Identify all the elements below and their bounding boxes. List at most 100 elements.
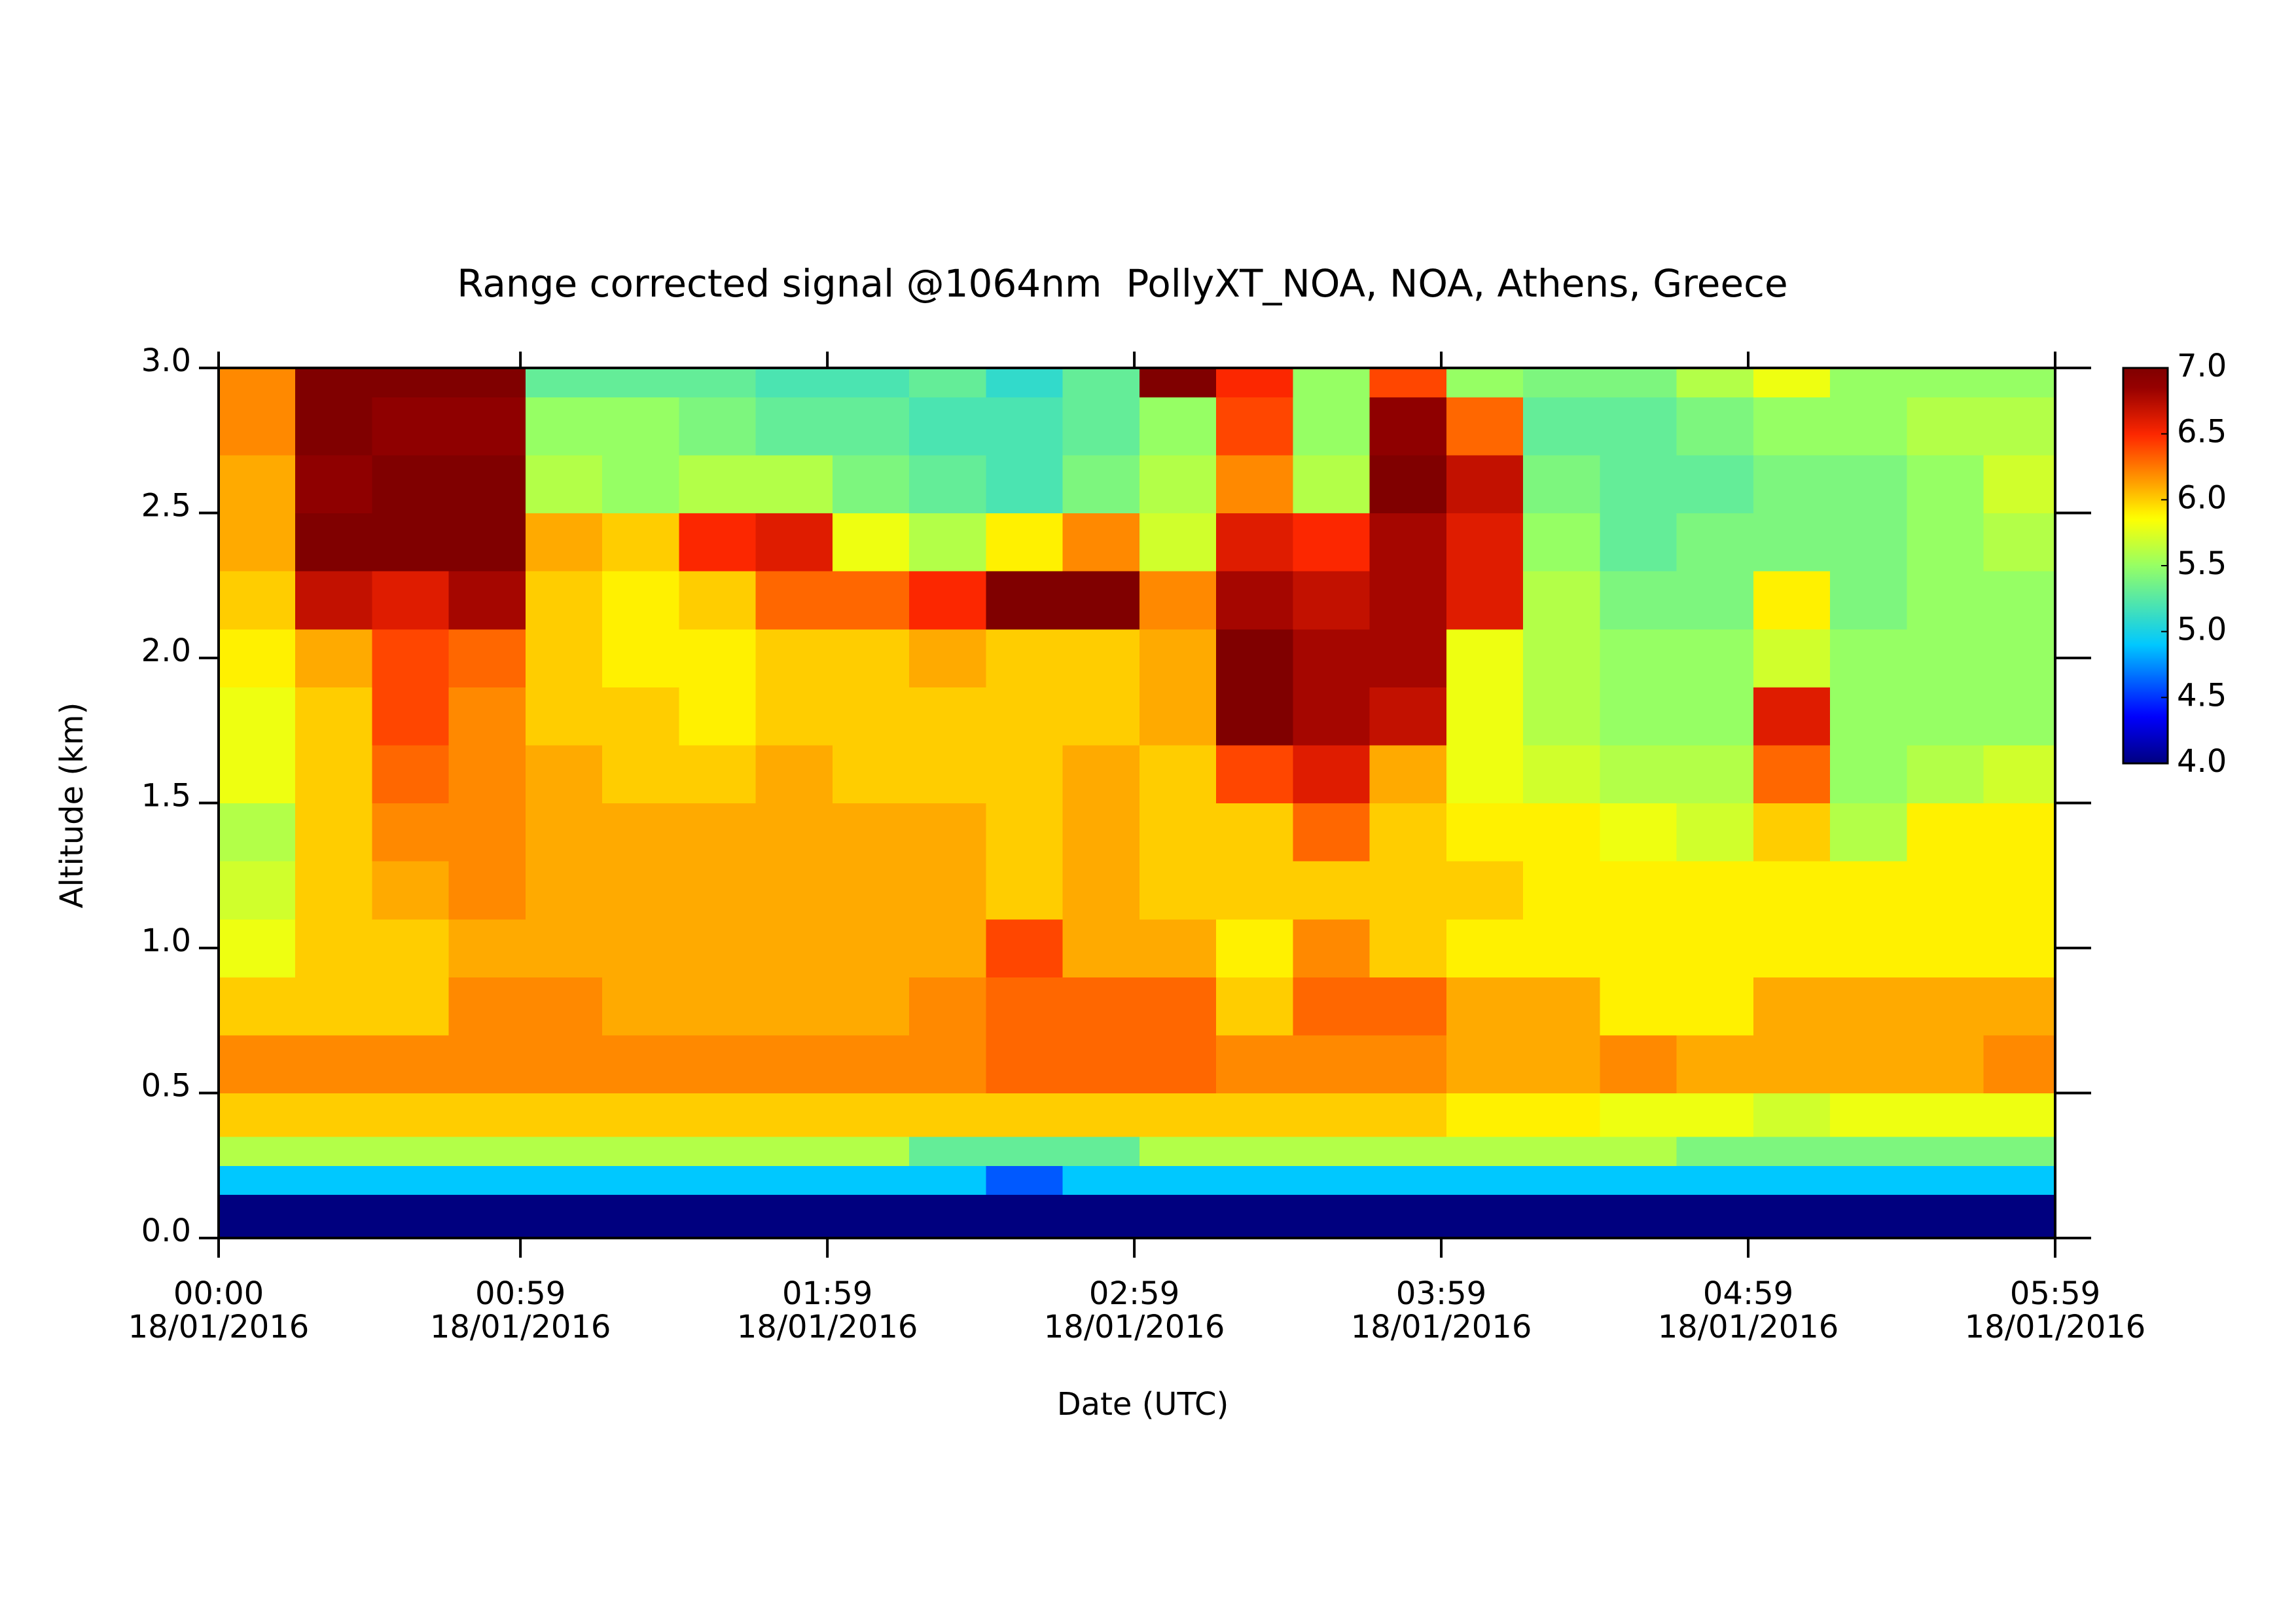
heatmap-cell <box>1753 571 1831 630</box>
heatmap-cell <box>1523 1136 1600 1166</box>
heatmap-cell <box>1523 1034 1600 1094</box>
heatmap-cell <box>525 397 603 456</box>
heatmap-cell <box>602 744 680 804</box>
heatmap-cell <box>1753 861 1831 920</box>
heatmap-cell <box>755 397 833 456</box>
heatmap-cell <box>1446 687 1524 746</box>
colorbar <box>2122 367 2169 765</box>
heatmap-cell <box>832 1194 910 1239</box>
heatmap-cell <box>1983 513 2056 572</box>
heatmap-cell <box>1446 977 1524 1036</box>
heatmap-cell <box>1830 1136 1907 1166</box>
heatmap-cell <box>832 861 910 920</box>
heatmap-cell <box>525 744 603 804</box>
heatmap-cell <box>1139 397 1217 456</box>
heatmap-cell <box>295 861 373 920</box>
heatmap-cell <box>372 861 450 920</box>
heatmap-cell <box>679 454 757 514</box>
heatmap-cell <box>1907 744 1984 804</box>
heatmap-cell <box>1676 397 1754 456</box>
heatmap-cell <box>372 368 450 397</box>
heatmap-cell <box>1907 629 1984 687</box>
heatmap-cell <box>755 368 833 397</box>
x-tick-label: 04:59 <box>1703 1275 1793 1312</box>
heatmap-cell <box>679 861 757 920</box>
heatmap-cell <box>1676 744 1754 804</box>
heatmap-cell <box>1293 513 1371 572</box>
heatmap-cell <box>1062 397 1140 456</box>
heatmap-cell <box>372 1034 450 1094</box>
heatmap-cell <box>1830 571 1907 630</box>
heatmap-cell <box>525 977 603 1036</box>
heatmap-cell <box>1600 1034 1677 1094</box>
heatmap-cell <box>448 1136 526 1166</box>
heatmap-cell <box>1523 454 1600 514</box>
heatmap-cell <box>602 687 680 746</box>
heatmap-cell <box>1139 687 1217 746</box>
heatmap-cell <box>755 1194 833 1239</box>
heatmap-cell <box>1907 454 1984 514</box>
heatmap-cell <box>679 687 757 746</box>
colorbar-tick-label: 7.0 <box>2177 348 2227 384</box>
heatmap-cell <box>1753 454 1831 514</box>
heatmap-cell <box>1293 861 1371 920</box>
heatmap-cell <box>1523 1165 1600 1195</box>
heatmap-cell <box>1293 1165 1371 1195</box>
heatmap-cell <box>679 977 757 1036</box>
heatmap-cell <box>1523 861 1600 920</box>
heatmap-cell <box>1216 368 1293 397</box>
heatmap-cell <box>219 1136 296 1166</box>
heatmap-cell <box>219 368 296 397</box>
heatmap-cell <box>1369 977 1447 1036</box>
heatmap-cell <box>755 861 833 920</box>
heatmap-cell <box>1139 1136 1217 1166</box>
heatmap-cell <box>295 977 373 1036</box>
heatmap-cell <box>448 919 526 977</box>
heatmap-cell <box>1446 368 1524 397</box>
heatmap-cell <box>295 1034 373 1094</box>
heatmap-cell <box>1830 454 1907 514</box>
heatmap-cell <box>909 919 987 977</box>
heatmap-cell <box>1676 629 1754 687</box>
heatmap-cell <box>1139 919 1217 977</box>
heatmap-cell <box>525 368 603 397</box>
heatmap-cell <box>986 861 1064 920</box>
heatmap-cell <box>1369 629 1447 687</box>
heatmap-cell <box>1293 629 1371 687</box>
y-axis-title: Altitude (km) <box>54 702 90 909</box>
heatmap-cell <box>1062 1136 1140 1166</box>
heatmap-cell <box>1446 1136 1524 1166</box>
heatmap-cell <box>295 687 373 746</box>
heatmap-cell <box>1753 513 1831 572</box>
heatmap-cell <box>1600 687 1677 746</box>
heatmap-cell <box>1523 368 1600 397</box>
heatmap-cell <box>1216 1093 1293 1137</box>
heatmap-cell <box>679 919 757 977</box>
heatmap-cell <box>219 397 296 456</box>
colorbar-tick-label: 6.5 <box>2177 414 2227 450</box>
heatmap-cell <box>1216 1034 1293 1094</box>
heatmap-cell <box>1907 1194 1984 1239</box>
heatmap-cell <box>1139 803 1217 862</box>
heatmap-cell <box>525 861 603 920</box>
heatmap-cell <box>295 571 373 630</box>
heatmap-cell <box>448 977 526 1036</box>
heatmap-cell <box>909 861 987 920</box>
colorbar-tick-label: 5.0 <box>2177 611 2227 648</box>
heatmap-cell <box>1293 571 1371 630</box>
heatmap-cell <box>1062 368 1140 397</box>
heatmap-cell <box>1216 977 1293 1036</box>
heatmap-cell <box>1369 1165 1447 1195</box>
heatmap-cell <box>1753 1194 1831 1239</box>
x-tick-date: 18/01/2016 <box>430 1309 611 1345</box>
heatmap-cell <box>1139 571 1217 630</box>
heatmap-cell <box>1907 687 1984 746</box>
heatmap-cell <box>755 803 833 862</box>
heatmap-cell <box>1523 744 1600 804</box>
axes: 0.00.51.01.52.02.53.000:0018/01/201600:5… <box>128 342 2227 1345</box>
heatmap-cell <box>986 803 1064 862</box>
heatmap-cell <box>1369 919 1447 977</box>
heatmap-cell <box>1907 571 1984 630</box>
x-tick-date: 18/01/2016 <box>1658 1309 1839 1345</box>
heatmap-cell <box>525 687 603 746</box>
